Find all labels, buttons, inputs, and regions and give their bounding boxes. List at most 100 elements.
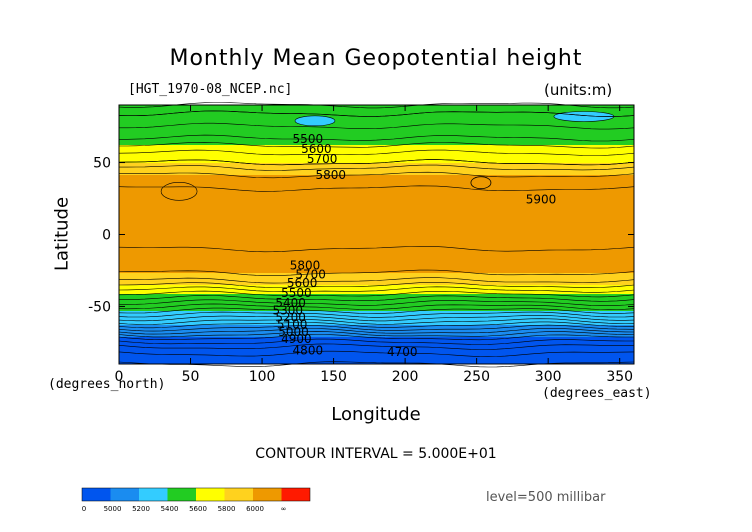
field-strip [119, 311, 634, 313]
field-strip [119, 111, 634, 113]
contour-label: 5600 [301, 142, 332, 156]
contour-label: 5200 [275, 310, 306, 324]
field-strip [119, 343, 634, 345]
field-strip [119, 151, 634, 153]
contour-line [118, 185, 635, 192]
contour-line [118, 290, 635, 298]
field-strip [119, 203, 634, 205]
field-strip [119, 221, 634, 223]
field-strip [119, 112, 634, 114]
y-tick-label: 0 [102, 228, 111, 244]
field-strip [119, 130, 634, 132]
field-strip [119, 163, 634, 165]
field-strip [119, 108, 634, 110]
field-strip [119, 162, 634, 164]
field-strip [119, 189, 634, 191]
field-strip [119, 157, 634, 159]
field-strip [119, 322, 634, 324]
field-strip [119, 307, 634, 309]
field-strip [119, 277, 634, 279]
field-strip [119, 289, 634, 291]
colorbar-label: 0 [82, 505, 86, 513]
field-strip [119, 333, 634, 335]
axis-ticks: 0 50 100 150 200 250 300 350 -50 0 50 [88, 105, 634, 385]
field-strip [119, 155, 634, 157]
field-strip [119, 226, 634, 228]
field-strip [119, 148, 634, 150]
field-strip [119, 127, 634, 129]
field-strip [119, 282, 634, 284]
field-strip [119, 106, 634, 108]
x-tick-label: 300 [535, 369, 562, 385]
contour-line [118, 159, 635, 166]
field-strip [119, 190, 634, 192]
contour-label: 4900 [281, 332, 312, 346]
polar-low-cyan [294, 115, 336, 127]
contour-line [118, 321, 634, 329]
field-strip [119, 324, 634, 326]
field-strip [119, 129, 634, 131]
field-strip [119, 288, 634, 290]
field-strip [119, 124, 634, 126]
contour-line [118, 328, 635, 335]
field-strip [119, 237, 634, 239]
field-strip [119, 210, 634, 212]
colorbar-label: 6000 [246, 505, 264, 513]
field-strip [119, 118, 634, 120]
field-strip [119, 113, 634, 115]
field-strip [119, 284, 634, 286]
contour-label: 5400 [275, 296, 306, 310]
field-strip [119, 166, 634, 168]
field-strip [119, 297, 634, 299]
x-tick-label: 100 [249, 369, 276, 385]
field-strip [119, 158, 634, 160]
contour-labels: 5500560057005800590058005700560055005400… [273, 132, 557, 359]
colorbar-swatch [253, 488, 282, 501]
field-strip [119, 192, 634, 194]
contour-line [118, 311, 635, 318]
contour-line [118, 324, 635, 332]
field-strip [119, 229, 634, 231]
field-strip [119, 266, 634, 268]
field-strip [119, 254, 634, 256]
field-strip [119, 216, 634, 218]
field-strip [119, 303, 634, 305]
field-strip [119, 110, 634, 112]
field-strip [119, 261, 634, 263]
field-strip [119, 276, 634, 278]
field-strip [119, 201, 634, 203]
field-strip [119, 215, 634, 217]
field-strip [119, 360, 634, 362]
contour-line [118, 331, 635, 338]
field-strip [119, 126, 634, 128]
field-strip [119, 346, 634, 348]
contour-label: 5700 [295, 267, 326, 281]
field-strip [119, 199, 634, 201]
field-strip [119, 214, 634, 216]
field-strip [119, 206, 634, 208]
subtropical-high [160, 182, 198, 201]
contour-line [118, 318, 635, 325]
field-strip [119, 255, 634, 257]
field-strip [119, 172, 634, 174]
field-strip [119, 344, 634, 346]
field-strip [119, 259, 634, 261]
field-strip [119, 310, 634, 312]
field-strip [119, 287, 634, 289]
field-strip [119, 262, 634, 264]
field-strip [119, 179, 634, 181]
field-strip [119, 140, 634, 142]
field-strip [119, 193, 634, 195]
contour-label: 4700 [387, 345, 418, 359]
field-strip [119, 350, 634, 352]
field-strip [119, 321, 634, 323]
field-strip [119, 246, 634, 248]
field-strip [119, 293, 634, 295]
contour-line [118, 338, 634, 345]
colorbar-label: 5400 [161, 505, 179, 513]
x-tick-label: 250 [463, 369, 490, 385]
field-strip [119, 173, 634, 175]
field-strip [119, 198, 634, 200]
field-strip [119, 348, 634, 350]
